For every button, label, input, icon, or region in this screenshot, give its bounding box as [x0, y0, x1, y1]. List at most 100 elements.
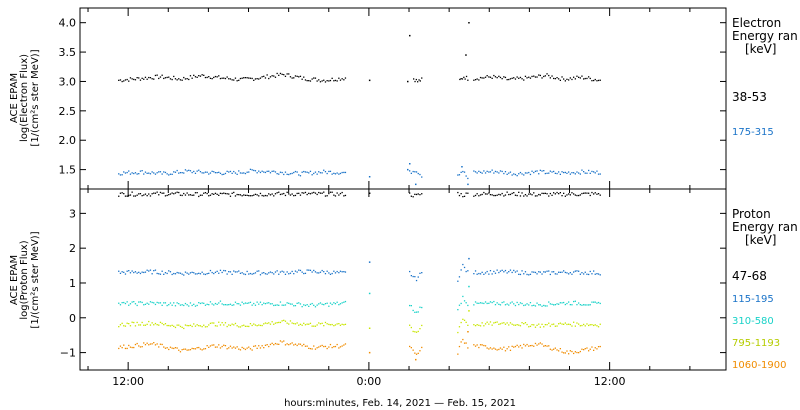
proton-point-115-195 — [503, 271, 505, 273]
electron-point-38-53 — [568, 79, 570, 81]
electron-point-175-315 — [206, 171, 208, 173]
proton-point-310-580 — [281, 304, 283, 306]
proton-point-115-195 — [493, 270, 495, 273]
proton-point-795-1193 — [194, 325, 197, 327]
electron-point-175-315 — [460, 171, 462, 173]
proton-point-310-580 — [478, 302, 480, 304]
proton-point-795-1193 — [521, 322, 523, 324]
proton-point-47-68 — [488, 192, 490, 194]
proton-point-310-580 — [209, 301, 212, 303]
proton-point-795-1193 — [338, 323, 340, 325]
proton-point-115-195 — [161, 270, 163, 272]
electron-point-175-315 — [546, 172, 548, 174]
proton-point-47-68 — [467, 192, 469, 194]
proton-point-115-195 — [541, 273, 543, 275]
proton-point-310-580 — [148, 303, 150, 305]
proton-point-47-68 — [166, 194, 168, 197]
proton-point-47-68 — [181, 194, 183, 197]
proton-point-47-68 — [144, 193, 147, 195]
electron-point-38-53 — [216, 76, 218, 78]
proton-point-115-195 — [278, 273, 280, 275]
electron-point-38-53 — [136, 77, 138, 79]
proton-point-310-580 — [216, 303, 218, 305]
proton-point-47-68 — [128, 194, 130, 197]
proton-point-795-1193 — [528, 326, 530, 328]
proton-point-115-195 — [523, 273, 525, 275]
electron-point-175-315 — [308, 172, 310, 174]
electron-point-38-53 — [196, 76, 198, 78]
proton-point-795-1193 — [176, 324, 178, 326]
proton-point-1060-1900 — [319, 345, 322, 347]
legend-entry-proton-1060-1900: 1060-1900 — [732, 360, 787, 371]
proton-point-115-195 — [171, 273, 173, 276]
proton-point-115-195 — [224, 270, 227, 272]
proton-point-310-580 — [546, 305, 548, 307]
proton-point-115-195 — [244, 273, 247, 276]
electron-point-175-315 — [529, 173, 532, 176]
proton-point-47-68 — [568, 193, 570, 195]
proton-point-115-195 — [178, 272, 180, 274]
proton-point-310-580 — [233, 304, 235, 306]
proton-point-1060-1900 — [168, 348, 170, 351]
proton-point-115-195 — [211, 271, 213, 274]
electron-point-175-315 — [298, 174, 300, 176]
proton-point-1060-1900 — [326, 347, 328, 350]
electron-point-38-53 — [129, 77, 132, 79]
proton-point-795-1193 — [308, 323, 310, 325]
proton-point-310-580 — [465, 302, 467, 304]
proton-point-310-580 — [123, 301, 125, 304]
proton-point-115-195 — [129, 272, 132, 274]
proton-point-795-1193 — [254, 324, 257, 326]
electron-point-175-315 — [319, 172, 322, 174]
proton-point-310-580 — [473, 304, 475, 306]
proton-point-795-1193 — [519, 325, 522, 327]
electron-point-38-53 — [474, 79, 477, 81]
proton-point-795-1193 — [559, 322, 561, 324]
proton-point-47-68 — [219, 192, 222, 194]
electron-point-175-315 — [289, 173, 292, 175]
proton-point-795-1193 — [179, 325, 182, 328]
proton-point-310-580 — [501, 301, 503, 304]
proton-point-115-195 — [483, 273, 485, 275]
proton-point-47-68 — [299, 194, 302, 196]
proton-point-47-68 — [123, 193, 125, 195]
electron-point-38-53 — [339, 79, 342, 81]
proton-point-310-580 — [269, 303, 272, 305]
electron-point-175-315 — [256, 172, 258, 174]
proton-point-795-1193 — [264, 322, 267, 324]
proton-point-115-195 — [334, 272, 337, 274]
proton-point-1060-1900 — [131, 346, 133, 349]
electron-point-38-53 — [288, 73, 290, 75]
proton-point-1060-1900 — [316, 347, 318, 349]
proton-point-795-1193 — [538, 323, 540, 325]
electron-point-38-53 — [506, 79, 508, 81]
electron-point-175-315 — [521, 173, 523, 175]
proton-point-47-68 — [599, 194, 601, 196]
proton-point-310-580 — [491, 301, 493, 304]
proton-point-47-68 — [143, 194, 145, 196]
proton-point-1060-1900 — [218, 344, 220, 346]
proton-point-47-68 — [314, 192, 317, 194]
proton-point-310-580 — [221, 303, 223, 305]
electron-point-38-53 — [554, 78, 556, 80]
proton-point-47-68 — [409, 192, 411, 194]
proton-point-795-1193 — [249, 323, 252, 325]
proton-point-310-580 — [264, 303, 267, 305]
electron-point-175-315 — [141, 170, 143, 172]
electron-point-38-53 — [181, 79, 183, 81]
electron-ylabel-line1: ACE EPAM — [9, 73, 20, 123]
proton-point-310-580 — [224, 304, 227, 306]
proton-point-795-1193 — [579, 325, 581, 327]
proton-point-115-195 — [528, 274, 530, 276]
electron-point-175-315 — [241, 172, 243, 174]
electron-point-175-315 — [193, 170, 195, 173]
proton-point-1060-1900 — [478, 346, 480, 349]
proton-point-47-68 — [274, 193, 277, 195]
proton-point-310-580 — [563, 301, 565, 304]
proton-point-115-195 — [159, 273, 162, 275]
proton-point-1060-1900 — [141, 346, 143, 348]
proton-point-1060-1900 — [301, 345, 303, 347]
proton-point-1060-1900 — [574, 351, 576, 353]
proton-point-1060-1900 — [288, 344, 290, 346]
proton-point-795-1193 — [578, 323, 580, 325]
